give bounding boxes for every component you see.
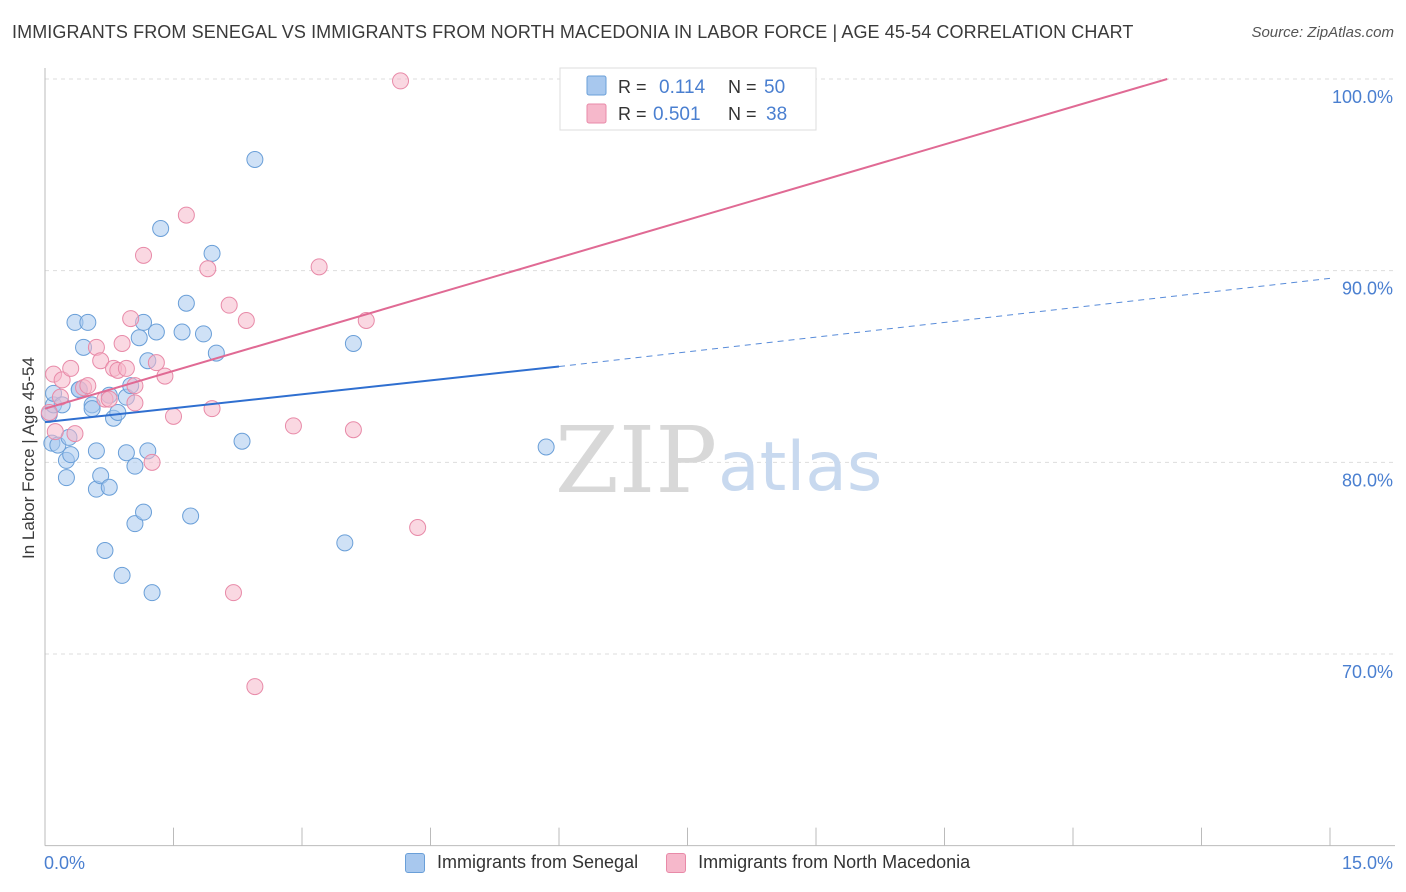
legend-r-label: R = xyxy=(618,77,647,97)
senegal-point xyxy=(79,313,97,331)
macedonia-point xyxy=(392,72,410,90)
correlation-legend: R = 0.114 N = 50 R = 0.501 N = 38 xyxy=(559,67,817,131)
y-tick-label: 100.0% xyxy=(1332,87,1393,107)
senegal-point xyxy=(203,244,221,262)
macedonia-point xyxy=(113,335,131,352)
senegal-point xyxy=(117,444,135,462)
trend-lines xyxy=(44,78,1331,424)
senegal-point xyxy=(113,566,131,584)
macedonia-points xyxy=(40,72,427,696)
macedonia-point xyxy=(46,423,64,441)
x-tick-label: 15.0% xyxy=(1342,853,1393,873)
senegal-point xyxy=(126,515,144,533)
senegal-point xyxy=(57,469,75,487)
senegal-point xyxy=(152,220,170,237)
chart-source: Source: ZipAtlas.com xyxy=(1251,24,1394,41)
macedonia-point xyxy=(117,359,135,377)
senegal-point xyxy=(194,325,212,343)
senegal-point xyxy=(177,294,195,312)
series-legend: Immigrants from Senegal Immigrants from … xyxy=(405,852,998,873)
chart-title: IMMIGRANTS FROM SENEGAL VS IMMIGRANTS FR… xyxy=(12,22,1134,42)
macedonia-point xyxy=(284,417,302,435)
legend-r-value-senegal: 0.114 xyxy=(659,77,706,98)
macedonia-point xyxy=(165,407,182,425)
senegal-point xyxy=(537,438,555,456)
legend-n-value-macedonia: 38 xyxy=(766,104,787,125)
senegal-point xyxy=(92,467,110,485)
x-tick-label: 0.0% xyxy=(44,853,85,873)
senegal-point xyxy=(126,457,144,475)
macedonia-point xyxy=(122,310,140,328)
senegal-trend-extension xyxy=(558,277,1331,367)
senegal-point xyxy=(62,446,80,464)
macedonia-point xyxy=(224,584,242,602)
macedonia-point xyxy=(100,390,118,408)
senegal-trend-line xyxy=(44,365,560,424)
legend-n-value-senegal: 50 xyxy=(764,77,785,98)
senegal-point xyxy=(100,478,118,496)
senegal-point xyxy=(130,329,148,347)
legend-swatch-senegal xyxy=(586,75,607,96)
gridlines xyxy=(45,78,1395,655)
senegal-point xyxy=(233,432,251,450)
macedonia-point xyxy=(246,678,264,696)
legend-item-senegal[interactable]: Immigrants from Senegal xyxy=(405,852,638,873)
senegal-point xyxy=(173,323,191,341)
macedonia-point xyxy=(62,359,80,377)
macedonia-swatch xyxy=(666,852,687,873)
macedonia-point xyxy=(66,425,84,443)
legend-label-macedonia: Immigrants from North Macedonia xyxy=(698,852,971,872)
legend-swatch-macedonia xyxy=(586,103,607,124)
macedonia-point xyxy=(126,394,144,412)
senegal-point xyxy=(135,503,153,521)
y-axis-label: In Labor Force | Age 45-54 xyxy=(19,357,38,559)
macedonia-point xyxy=(147,354,165,372)
macedonia-point xyxy=(177,206,195,224)
senegal-point xyxy=(182,507,200,525)
legend-label-senegal: Immigrants from Senegal xyxy=(437,852,639,872)
watermark-zip: ZIP xyxy=(555,407,717,514)
legend-item-macedonia[interactable]: Immigrants from North Macedonia xyxy=(666,852,970,873)
y-tick-label: 80.0% xyxy=(1342,470,1393,490)
macedonia-point xyxy=(53,371,71,389)
macedonia-point xyxy=(199,260,217,278)
watermark-atlas: atlas xyxy=(718,428,882,507)
senegal-point xyxy=(143,584,161,602)
watermark: ZIP atlas xyxy=(555,407,882,514)
senegal-point xyxy=(336,534,354,552)
y-tick-label: 90.0% xyxy=(1342,279,1393,299)
senegal-point xyxy=(96,542,114,559)
macedonia-point xyxy=(143,453,161,471)
macedonia-point xyxy=(220,296,238,314)
senegal-point xyxy=(344,335,362,352)
senegal-swatch xyxy=(405,852,425,873)
legend-r-label: R = xyxy=(618,104,647,124)
legend-n-label: N = xyxy=(728,104,757,124)
y-tick-label: 70.0% xyxy=(1342,662,1393,682)
senegal-point xyxy=(147,323,165,341)
senegal-point xyxy=(87,442,105,460)
axes xyxy=(44,68,1395,847)
legend-n-label: N = xyxy=(728,77,757,97)
macedonia-trend-line xyxy=(44,78,1168,410)
legend-r-value-macedonia: 0.501 xyxy=(653,104,701,125)
macedonia-point xyxy=(409,519,427,536)
macedonia-point xyxy=(344,421,362,439)
macedonia-point xyxy=(310,258,328,276)
macedonia-point xyxy=(237,312,255,329)
macedonia-point xyxy=(135,246,153,264)
macedonia-point xyxy=(79,377,97,395)
macedonia-point xyxy=(92,352,110,370)
senegal-point xyxy=(246,151,264,168)
tick-labels: 100.0% 90.0% 80.0% 70.0% 0.0% 15.0% xyxy=(44,87,1393,873)
